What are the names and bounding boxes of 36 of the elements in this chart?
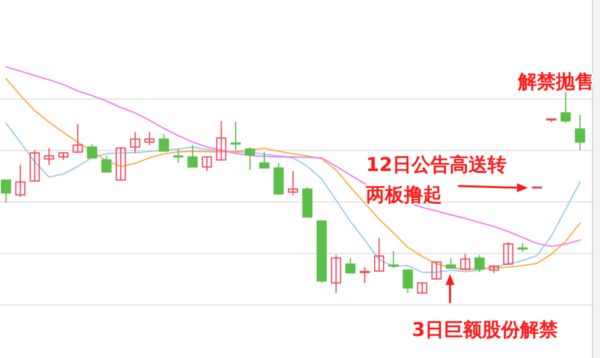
candlestick xyxy=(345,257,356,274)
annotation: 解禁抛售 xyxy=(517,71,594,93)
candlestick xyxy=(87,143,98,159)
candlestick xyxy=(330,254,342,294)
candlestick xyxy=(15,164,26,198)
candlestick xyxy=(560,91,571,124)
candlestick xyxy=(216,120,226,161)
candlestick xyxy=(101,155,112,173)
candlestick xyxy=(158,133,169,152)
candlestick xyxy=(187,144,198,168)
candlestick xyxy=(244,146,256,171)
candlestick xyxy=(360,266,370,284)
candlestick xyxy=(144,131,155,146)
candlestick xyxy=(116,146,126,181)
text: 3日巨额股份解禁 xyxy=(412,319,560,341)
candlestick xyxy=(259,152,270,169)
candlestick xyxy=(474,254,485,273)
candlestick xyxy=(431,261,442,280)
candlestick xyxy=(130,131,140,154)
candlestick xyxy=(460,253,470,270)
candlestick xyxy=(374,237,384,272)
candlestick xyxy=(518,242,528,253)
candlestick xyxy=(388,250,399,269)
candlestick xyxy=(574,114,586,151)
candlestick xyxy=(230,121,241,151)
candlestick xyxy=(446,257,456,269)
candlestick xyxy=(288,170,298,196)
candlestick xyxy=(503,241,514,265)
candlestick xyxy=(30,149,40,182)
candlestick xyxy=(402,269,413,294)
candlestick xyxy=(0,179,12,204)
candlestick xyxy=(173,148,184,164)
candlestick xyxy=(202,156,212,172)
candlestick xyxy=(44,147,54,166)
candlestick xyxy=(417,282,428,294)
candlestick xyxy=(72,123,83,153)
